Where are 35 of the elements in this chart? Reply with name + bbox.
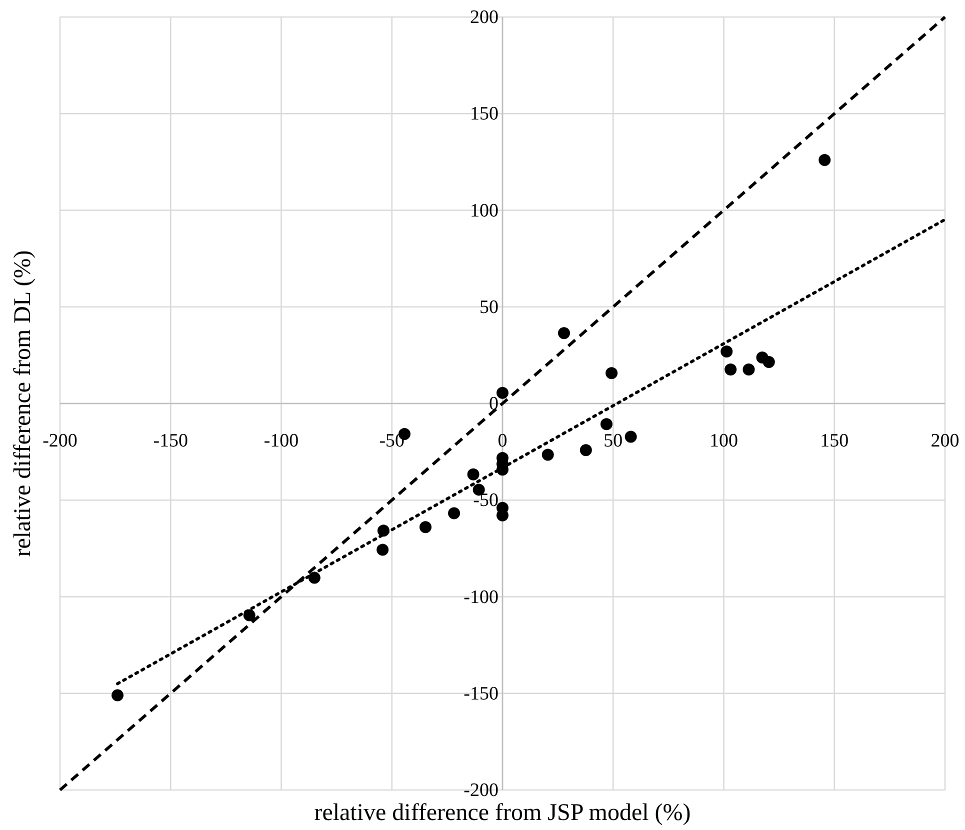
x-axis-title: relative difference from JSP model (%) (314, 800, 691, 826)
x-tick-label: -200 (42, 430, 78, 452)
point (420, 521, 432, 534)
y-tick-label: -50 (473, 490, 498, 512)
point (467, 468, 480, 480)
point (720, 346, 733, 358)
point (624, 430, 637, 443)
y-tick-label: -200 (464, 780, 498, 801)
point (818, 154, 831, 166)
point (580, 444, 592, 456)
point (448, 507, 460, 520)
x-tick-label: 150 (820, 430, 849, 452)
point (542, 448, 554, 461)
point (496, 386, 508, 399)
y-tick-label: 150 (470, 104, 498, 125)
point (724, 363, 737, 376)
y-tick-label: 200 (470, 7, 498, 28)
y-tick-label: -100 (464, 586, 498, 608)
point (112, 689, 124, 702)
x-tick-label: -100 (264, 430, 299, 452)
y-tick-label: -150 (464, 683, 498, 704)
point (762, 356, 775, 368)
point (742, 363, 755, 376)
y-tick-label: 50 (480, 296, 498, 318)
point (376, 544, 389, 556)
point (606, 367, 618, 380)
y-tick-label: 0 (489, 394, 498, 414)
x-tick-label: 200 (930, 430, 960, 452)
x-tick-label: -150 (153, 430, 188, 452)
x-tick-label: 100 (710, 430, 738, 452)
y-tick-label: 100 (470, 200, 498, 222)
y-axis-title: relative difference from DL (%) (10, 250, 36, 557)
point (558, 327, 570, 340)
x-tick-label: 50 (604, 430, 623, 452)
point (600, 418, 612, 430)
